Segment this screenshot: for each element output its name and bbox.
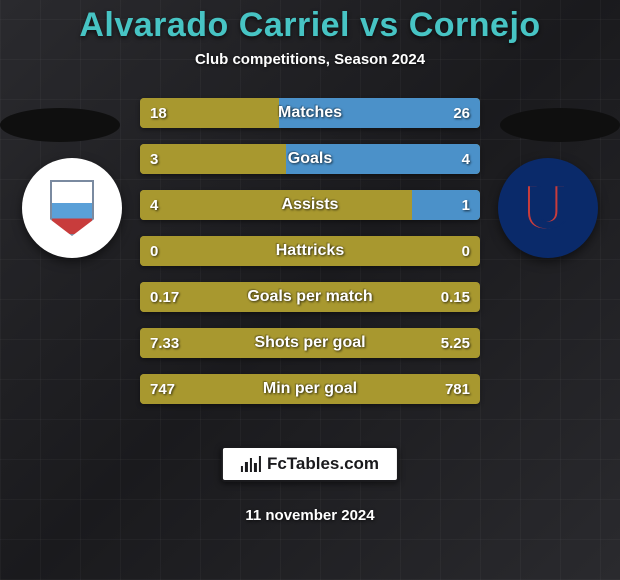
- stat-bar-left: [140, 190, 412, 220]
- stat-value-right: 0: [452, 236, 480, 266]
- brand-text: FcTables.com: [267, 454, 379, 474]
- stat-value-right: 0.15: [431, 282, 480, 312]
- stat-row: Matches1826: [140, 98, 480, 128]
- stat-bar-left: [140, 98, 279, 128]
- stat-value-right: 781: [435, 374, 480, 404]
- stat-bar-right: [412, 190, 480, 220]
- stat-bar-right: [279, 98, 480, 128]
- stat-bar-left: [140, 236, 310, 266]
- content-wrapper: Alvarado Carriel vs Cornejo Club competi…: [0, 0, 620, 580]
- brand-pill: FcTables.com: [221, 446, 399, 482]
- club-crest-left-shield-icon: [50, 180, 94, 236]
- comparison-arena: U Matches1826 Goals34 Assists41 Hattricks00…: [0, 90, 620, 580]
- footer-date: 11 november 2024: [245, 507, 374, 524]
- stat-bar-left: [140, 144, 286, 174]
- stat-row: Min per goal747781: [140, 374, 480, 404]
- stat-row: Goals34: [140, 144, 480, 174]
- stat-row: Shots per goal7.335.25: [140, 328, 480, 358]
- subtitle: Club competitions, Season 2024: [195, 51, 425, 68]
- stat-bar-left: [140, 282, 320, 312]
- club-crest-right-letter-icon: U: [526, 178, 569, 238]
- stat-row: Hattricks00: [140, 236, 480, 266]
- brand-chart-icon: [241, 456, 261, 472]
- club-crest-right: U: [498, 158, 598, 258]
- stat-bar-left: [140, 374, 307, 404]
- stat-bar-right: [286, 144, 480, 174]
- player-right-shadow: [500, 108, 620, 142]
- stat-value-right: 5.25: [431, 328, 480, 358]
- stat-row: Goals per match0.170.15: [140, 282, 480, 312]
- club-crest-left: [22, 158, 122, 258]
- stat-row: Assists41: [140, 190, 480, 220]
- page-title: Alvarado Carriel vs Cornejo: [79, 6, 540, 45]
- stat-bar-left: [140, 328, 337, 358]
- player-left-shadow: [0, 108, 120, 142]
- stat-bars: Matches1826 Goals34 Assists41 Hattricks00 Go…: [140, 98, 480, 404]
